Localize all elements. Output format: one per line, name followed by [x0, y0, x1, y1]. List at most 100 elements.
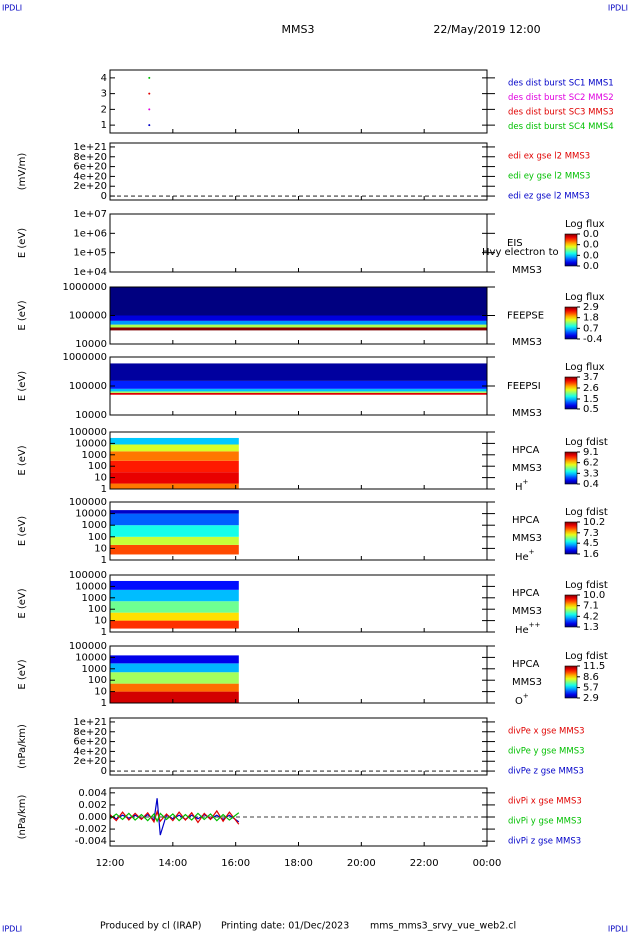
spectrogram-cell — [110, 437, 239, 445]
legend-entry: divPe y gse MMS3 — [508, 747, 585, 757]
footer-date: Printing date: 01/Dec/2023 — [221, 921, 349, 932]
spectrogram-cell — [110, 324, 487, 328]
colorbar-tick-label: 4.5 — [583, 538, 599, 549]
spectrogram-cell — [110, 444, 239, 452]
x-tick-label: 12:00 — [96, 858, 125, 869]
y-tick-label: 1000000 — [62, 352, 107, 363]
species-label: O — [515, 696, 523, 707]
colorbar-label: Log fdist — [565, 651, 608, 662]
species-charge: ++ — [529, 621, 541, 629]
y-tick-label: 8e+20 — [73, 727, 107, 738]
colorbar-tick-label: 8.6 — [583, 672, 599, 683]
spacecraft-label: MMS3 — [512, 408, 542, 419]
spectrogram-cell — [110, 380, 487, 389]
y-axis-label: (nPa/km) — [17, 795, 28, 840]
colorbar-tick-label: 6.2 — [583, 458, 599, 469]
spectrogram-cell — [110, 589, 239, 602]
colorbar-tick-label: 1.8 — [583, 313, 599, 324]
colorbar-tick-label: 7.1 — [583, 601, 599, 612]
spacecraft-label: MMS3 — [512, 337, 542, 348]
y-tick-label: 1e+06 — [73, 228, 107, 239]
colorbar — [564, 451, 578, 485]
colorbar-tick-label: 0.5 — [583, 404, 599, 415]
y-tick-label: 100000 — [69, 427, 107, 438]
colorbar — [564, 594, 578, 628]
spectrogram-cell — [110, 683, 239, 692]
y-tick-label: 1e+21 — [73, 717, 107, 728]
spectrogram-cell — [110, 327, 487, 331]
y-axis-label: E (eV) — [17, 588, 28, 618]
y-tick-label: 1e+07 — [73, 209, 107, 220]
scatter-point — [148, 76, 151, 79]
spacecraft-label: MMS3 — [512, 463, 542, 474]
colorbar-tick-label: 7.3 — [583, 528, 599, 539]
footer-producer: Produced by cl (IRAP) — [100, 921, 201, 932]
colorbar — [564, 376, 578, 410]
y-tick-label: 1 — [101, 484, 107, 495]
corner-label: IPDLI — [2, 925, 22, 934]
colorbar-tick-label: 0.0 — [583, 250, 599, 261]
y-tick-label: 1000 — [82, 664, 107, 675]
y-tick-label: 100 — [88, 461, 107, 472]
y-tick-label: 2 — [101, 104, 107, 115]
colorbar-tick-label: 1.3 — [583, 622, 599, 633]
y-tick-label: 0 — [101, 191, 107, 202]
spectrogram-cell — [110, 663, 239, 673]
colorbar-label: Log flux — [565, 362, 605, 373]
colorbar-tick-label: 3.7 — [583, 372, 599, 383]
colorbar-tick-label: 0.0 — [583, 229, 599, 240]
y-tick-label: 8e+20 — [73, 152, 107, 163]
x-tick-label: 18:00 — [284, 858, 313, 869]
y-axis-label: E (eV) — [17, 228, 28, 258]
y-tick-label: 10000 — [75, 652, 107, 663]
line-series — [109, 812, 240, 823]
colorbar-tick-label: 11.5 — [583, 661, 605, 672]
spectrogram-cell — [110, 315, 487, 321]
y-tick-label: 1 — [101, 627, 107, 638]
x-tick-label: 16:00 — [221, 858, 250, 869]
y-tick-label: 2e+20 — [73, 181, 107, 192]
legend-entry: des dist burst SC4 MMS4 — [508, 122, 614, 132]
colorbar-tick-label: 0.0 — [583, 240, 599, 251]
instrument-label: HPCA — [512, 445, 540, 456]
colorbar-tick-label: 0.0 — [583, 261, 599, 272]
chart-title: MMS3 — [282, 23, 315, 36]
plot-frame — [109, 717, 488, 776]
instrument-label: EIS — [507, 238, 523, 249]
corner-label: IPDLI — [608, 925, 628, 934]
spectrogram-cell — [110, 388, 487, 392]
colorbar-tick-label: 3.3 — [583, 468, 599, 479]
spectrogram-cell — [110, 483, 239, 489]
y-axis-label: E (eV) — [17, 659, 28, 689]
spectrogram-cell — [110, 612, 239, 621]
y-tick-label: 1000 — [82, 593, 107, 604]
colorbar-tick-label: 2.6 — [583, 383, 599, 394]
spectrogram-cell — [110, 691, 239, 703]
colorbar-tick-label: 10.0 — [583, 590, 605, 601]
x-tick-label: 14:00 — [158, 858, 187, 869]
legend-entry: divPe x gse MMS3 — [508, 727, 585, 737]
spacecraft-label: MMS3 — [512, 265, 542, 276]
y-tick-label: 0 — [101, 766, 107, 777]
spectrogram-cell — [110, 672, 239, 684]
y-tick-label: 1 — [101, 698, 107, 709]
species-charge: + — [523, 478, 529, 486]
y-axis-label: E (eV) — [17, 516, 28, 546]
y-tick-label: 100 — [88, 532, 107, 543]
colorbar-tick-label: 2.9 — [583, 302, 599, 313]
colorbar-label: Log flux — [565, 292, 605, 303]
colorbar — [564, 521, 578, 555]
y-tick-label: 4 — [101, 73, 107, 84]
y-tick-label: 100 — [88, 675, 107, 686]
colorbar-tick-label: 10.2 — [583, 517, 605, 528]
instrument-label: FEEPSE — [507, 311, 544, 322]
y-tick-label: 100000 — [69, 311, 107, 322]
spectrogram-cell — [110, 544, 239, 555]
y-tick-label: 4e+20 — [73, 171, 107, 182]
y-tick-label: 100 — [88, 604, 107, 615]
y-tick-label: 1000000 — [62, 282, 107, 293]
y-axis-label: E (eV) — [17, 445, 28, 475]
plot-frame — [109, 69, 488, 134]
y-tick-label: -0.004 — [75, 836, 107, 847]
